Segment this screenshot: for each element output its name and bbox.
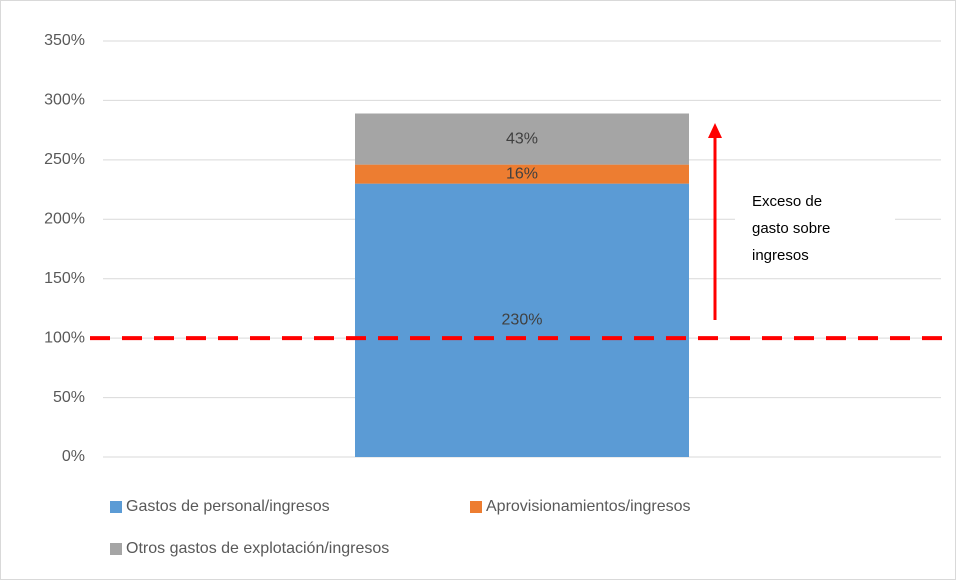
y-tick-label: 50% [53, 389, 85, 406]
annotation-text: ingresos [752, 247, 809, 264]
legend-label: Aprovisionamientos/ingresos [486, 498, 691, 515]
annotation-box [735, 183, 895, 278]
y-tick-label: 200% [44, 211, 85, 228]
legend-label: Gastos de personal/ingresos [126, 498, 330, 515]
y-tick-label: 350% [44, 32, 85, 49]
y-tick-label: 0% [62, 448, 85, 465]
legend-swatch [110, 543, 122, 555]
y-tick-label: 300% [44, 92, 85, 109]
bar-segment [355, 183, 689, 457]
y-tick-label: 250% [44, 151, 85, 168]
arrow-head [708, 123, 722, 138]
bar-segment [355, 113, 689, 165]
annotation-text: Exceso de [752, 193, 822, 210]
y-tick-label: 150% [44, 270, 85, 287]
data-label: 16% [506, 165, 538, 182]
y-tick-label: 100% [44, 329, 85, 346]
legend-swatch [110, 501, 122, 513]
legend-swatch [470, 501, 482, 513]
legend-label: Otros gastos de explotación/ingresos [126, 540, 389, 557]
annotation-text: gasto sobre [752, 220, 830, 237]
bar-segment [355, 164, 689, 184]
data-label: 43% [506, 130, 538, 147]
data-label: 230% [502, 312, 543, 329]
